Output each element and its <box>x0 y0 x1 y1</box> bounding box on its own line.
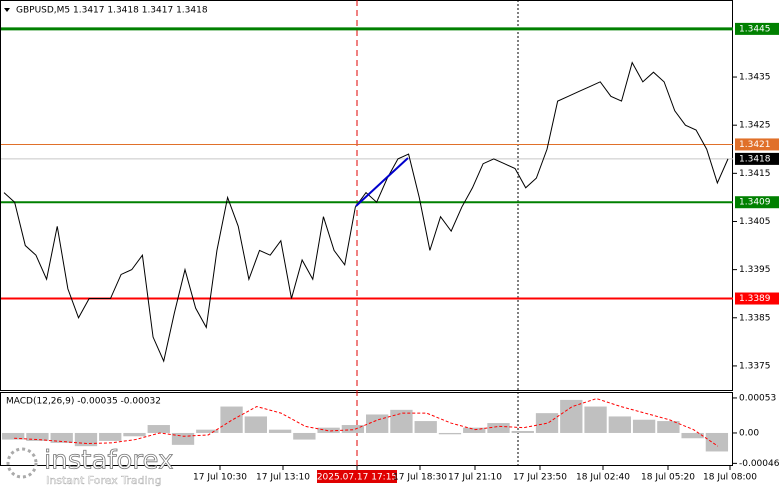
x-tick-label: 18 Jul 02:40 <box>576 473 630 483</box>
macd-bar <box>171 432 195 445</box>
macd-bar <box>535 413 559 433</box>
menu-arrow <box>4 8 10 12</box>
macd-bar <box>366 414 389 433</box>
macd-bar <box>414 421 437 433</box>
x-tick-label: 17 Jul 21:10 <box>448 473 502 483</box>
macd-frame <box>0 392 733 466</box>
macd-bar <box>681 432 704 439</box>
macd-title: MACD(12,26,9) -0.00035 -0.00032 <box>6 397 161 407</box>
macd-bar <box>99 432 122 441</box>
trend-line <box>355 157 409 207</box>
macd-bar <box>196 429 219 433</box>
level-label: 1.3418 <box>739 154 771 164</box>
x-tick-label: 18 Jul 05:20 <box>641 473 695 483</box>
macd-bar <box>244 416 267 433</box>
x-tick-label: 18 Jul 08:00 <box>703 473 757 483</box>
chart-title: GBPUSD,M5 1.3417 1.3418 1.3417 1.3418 <box>16 6 208 16</box>
macd-bar <box>705 432 729 452</box>
price-line <box>3 61 729 363</box>
x-tick-label: 17 Jul 10:30 <box>193 473 247 483</box>
macd-bar <box>511 430 534 433</box>
watermark-name: instaforex <box>44 446 173 476</box>
macd-bar <box>123 432 146 437</box>
level-label: 1.3389 <box>739 294 771 304</box>
level-label-bg <box>735 22 779 35</box>
watermark-tagline: Instant Forex Trading <box>46 474 162 487</box>
macd-bar <box>463 427 486 433</box>
watermark: instaforex Instant Forex Trading <box>6 445 174 487</box>
level-label-bg <box>735 292 779 305</box>
macd-bar <box>2 432 25 440</box>
macd-bar <box>147 425 170 433</box>
macd-bar <box>50 432 73 443</box>
macd-bar <box>268 429 292 433</box>
price-frame <box>0 0 733 391</box>
macd-bar <box>341 425 365 433</box>
macd-bar <box>438 432 462 435</box>
level-label-bg <box>735 152 779 165</box>
level-label-bg <box>735 196 779 209</box>
macd-bar <box>657 421 680 433</box>
y-tick-label: -0.00046 <box>739 459 780 469</box>
y-tick-label: 1.3385 <box>739 313 771 323</box>
y-tick-label: 1.3435 <box>739 73 771 83</box>
level-label: 1.3409 <box>739 198 771 208</box>
level-label-bg <box>735 138 779 151</box>
macd-bar <box>632 419 656 433</box>
x-tick-label: 17 Jul 13:10 <box>256 473 310 483</box>
level-label: 1.3421 <box>739 140 771 150</box>
macd-bar <box>293 432 316 440</box>
macd-bar <box>390 409 413 433</box>
y-tick-label: 0.00053 <box>739 393 776 403</box>
macd-bar <box>26 432 49 441</box>
level-label: 1.3445 <box>739 24 771 34</box>
macd-bar <box>584 406 607 433</box>
macd-bar <box>487 423 510 433</box>
macd-bar <box>608 416 631 433</box>
macd-bar <box>317 427 340 433</box>
time-marker-bg <box>317 470 397 483</box>
y-tick-label: 1.3395 <box>739 265 771 275</box>
logo <box>6 447 38 479</box>
macd-bar <box>560 399 583 433</box>
y-tick-label: 0.00 <box>739 428 759 438</box>
signal-line <box>14 398 719 447</box>
y-tick-label: 1.3415 <box>739 169 771 179</box>
macd-bar <box>74 432 98 447</box>
y-tick-label: 1.3425 <box>739 121 771 131</box>
y-tick-label: 1.3375 <box>739 361 771 371</box>
macd-bar <box>220 406 243 433</box>
x-tick-label: 2025.07.17 17:15 <box>317 473 397 483</box>
x-tick-label: 17 Jul 23:50 <box>513 473 567 483</box>
y-tick-label: 1.3405 <box>739 217 771 227</box>
x-tick-label: 17 Jul 18:30 <box>393 473 447 483</box>
